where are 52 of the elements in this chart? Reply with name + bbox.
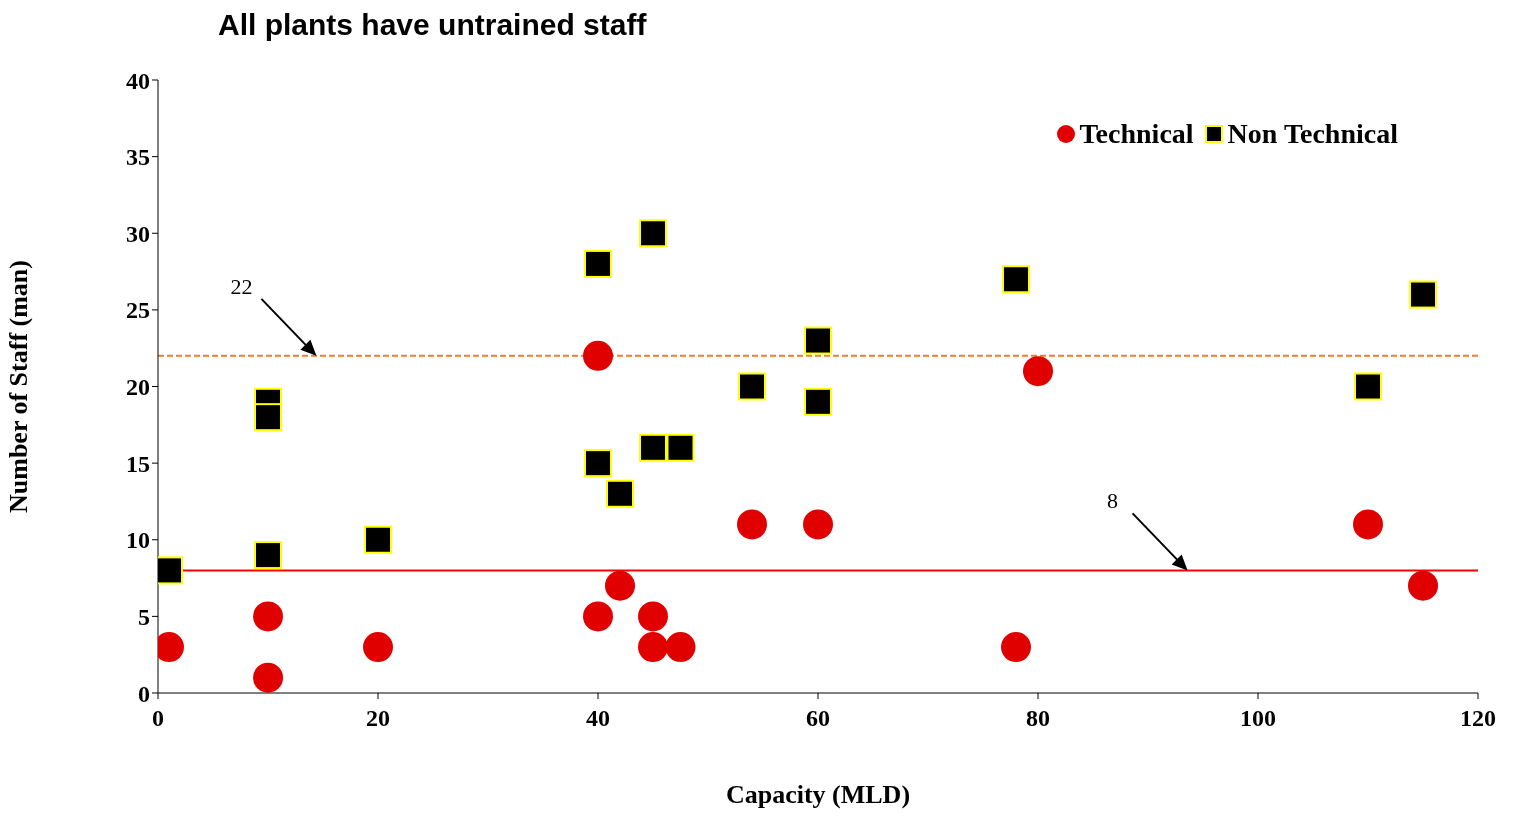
point xyxy=(1002,265,1030,294)
x-tick-label: 20 xyxy=(366,705,390,732)
x-tick-label: 80 xyxy=(1026,705,1050,732)
point xyxy=(737,509,767,540)
ref-line-label: 22 xyxy=(230,273,253,299)
point xyxy=(1023,356,1053,387)
point xyxy=(254,403,282,432)
x-tick-label: 120 xyxy=(1460,705,1496,732)
point xyxy=(638,632,668,663)
point xyxy=(363,632,393,663)
point xyxy=(606,479,634,508)
point xyxy=(584,249,612,278)
point xyxy=(638,601,668,632)
x-axis-title: Capacity (MLD) xyxy=(725,780,911,809)
x-tick-label: 100 xyxy=(1240,705,1276,732)
y-tick-label: 15 xyxy=(126,450,150,477)
point xyxy=(804,326,832,355)
y-axis-title: Number of Staff (man) xyxy=(4,260,34,513)
x-tick-label: 60 xyxy=(806,705,830,732)
ref-line-label: 8 xyxy=(1107,488,1119,514)
x-tick-label: 40 xyxy=(586,705,610,732)
point xyxy=(738,372,766,401)
y-tick-label: 20 xyxy=(126,374,150,401)
point xyxy=(665,632,696,663)
point xyxy=(804,387,832,416)
y-tick-label: 5 xyxy=(138,603,150,630)
point xyxy=(1001,632,1031,663)
point xyxy=(1353,509,1383,540)
point xyxy=(583,340,613,371)
point xyxy=(254,541,282,570)
y-tick-label: 0 xyxy=(138,680,150,707)
chart-title: All plants have untrained staff xyxy=(218,8,647,42)
point xyxy=(583,601,613,632)
y-tick-label: 35 xyxy=(126,144,150,171)
point xyxy=(803,509,833,540)
y-tick-label: 30 xyxy=(126,220,150,247)
point xyxy=(1409,280,1437,309)
point xyxy=(666,433,695,462)
y-tick-label: 40 xyxy=(126,67,150,94)
point xyxy=(584,449,612,478)
y-tick-label: 10 xyxy=(126,527,150,554)
point xyxy=(639,219,667,248)
point xyxy=(639,433,667,462)
y-tick-label: 25 xyxy=(126,297,150,324)
point xyxy=(605,570,635,601)
point xyxy=(253,662,283,693)
point xyxy=(1354,372,1382,401)
legend-label: Non Technical xyxy=(1227,118,1398,150)
point xyxy=(1408,570,1438,601)
point xyxy=(253,601,283,632)
point xyxy=(364,525,392,554)
legend-label: Technical xyxy=(1079,118,1194,150)
